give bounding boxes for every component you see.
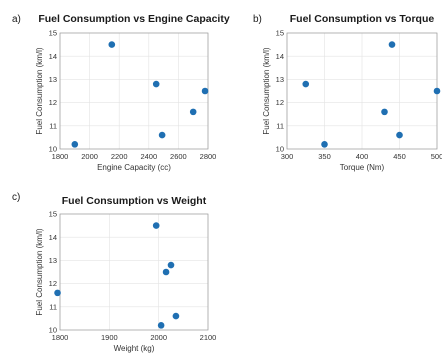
axes-frame [59, 213, 209, 331]
x-tick-label: 450 [393, 152, 406, 161]
data-point [172, 312, 180, 320]
x-tick-label: 1800 [52, 333, 69, 342]
data-point [162, 268, 170, 276]
y-tick-label: 10 [49, 145, 57, 154]
x-tick-label: 2000 [81, 152, 98, 161]
x-tick-label: 2000 [150, 333, 167, 342]
data-point [54, 289, 61, 297]
y-tick-label: 11 [276, 121, 284, 130]
panel-label: b) [253, 14, 262, 25]
y-tick-label: 12 [49, 279, 57, 288]
data-point [388, 41, 396, 48]
y-tick-label: 14 [49, 52, 57, 61]
data-point [108, 41, 116, 48]
x-axis-label: Engine Capacity (cc) [97, 163, 171, 172]
data-point [152, 222, 160, 229]
y-tick-label: 11 [49, 302, 57, 311]
data-point [157, 322, 165, 329]
y-tick-label: 14 [276, 52, 284, 61]
y-tick-label: 15 [49, 210, 57, 219]
y-tick-label: 11 [49, 121, 57, 130]
panel-2: b) Fuel Consumption vs Torque 300 350 400 450… [253, 13, 442, 172]
y-axis-label: Fuel Consumption (km/l) [35, 47, 44, 134]
x-tick-label: 2400 [140, 152, 157, 161]
x-tick-label: 500 [431, 152, 442, 161]
y-tick-label: 12 [276, 98, 284, 107]
data-point [396, 131, 403, 139]
chart-title: Fuel Consumption vs Engine Capacity [38, 13, 230, 25]
panel-label: c) [12, 192, 20, 203]
x-tick-label: 2600 [170, 152, 187, 161]
y-tick-label: 13 [49, 256, 57, 265]
x-tick-label: 350 [318, 152, 331, 161]
x-tick-label: 2200 [111, 152, 128, 161]
plot-area [60, 33, 208, 149]
data-point [201, 87, 209, 95]
y-tick-label: 15 [276, 29, 284, 38]
chart-title: Fuel Consumption vs Torque [290, 13, 435, 25]
x-axis-label: Weight (kg) [114, 344, 155, 353]
data-point [321, 141, 328, 148]
data-point [167, 261, 175, 269]
data-point [158, 131, 166, 139]
x-tick-label: 1800 [52, 152, 69, 161]
y-axis-label: Fuel Consumption (km/l) [262, 47, 271, 134]
plot-area [60, 214, 208, 330]
y-tick-label: 13 [49, 75, 57, 84]
y-tick-label: 10 [49, 326, 57, 335]
y-tick-label: 12 [49, 98, 57, 107]
x-tick-label: 2100 [200, 333, 217, 342]
y-tick-label: 14 [49, 233, 57, 242]
data-point [433, 87, 441, 95]
data-point [152, 80, 160, 88]
panel-3: c) Fuel Consumption vs Weight 1800 1900 2000… [12, 192, 216, 353]
x-tick-label: 2800 [200, 152, 217, 161]
y-tick-label: 15 [49, 29, 57, 38]
panel-label: a) [12, 14, 21, 25]
y-tick-label: 10 [276, 145, 284, 154]
panel-1: a) Fuel Consumption vs Engine Capacity 180… [12, 13, 230, 172]
x-tick-label: 1900 [101, 333, 118, 342]
chart-title: Fuel Consumption vs Weight [62, 195, 207, 207]
data-point [302, 80, 310, 88]
x-tick-label: 300 [281, 152, 294, 161]
data-point [71, 141, 79, 148]
x-tick-label: 400 [356, 152, 369, 161]
x-axis-label: Torque (Nm) [340, 163, 385, 172]
y-tick-label: 13 [276, 75, 284, 84]
data-point [381, 108, 388, 116]
data-point [189, 108, 197, 116]
y-axis-label: Fuel Consumption (km/l) [35, 228, 44, 315]
